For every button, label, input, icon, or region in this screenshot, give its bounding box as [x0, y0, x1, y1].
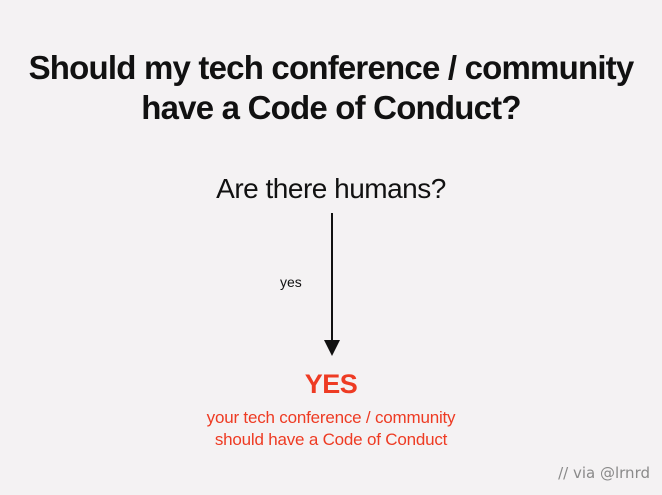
title-line-1: Should my tech conference / community: [28, 49, 635, 86]
answer-node: YES: [304, 369, 358, 399]
explanation-line-2: should have a Code of Conduct: [214, 430, 448, 449]
page-title: Should my tech conference / community ha…: [0, 48, 662, 128]
question-node: Are there humans?: [216, 173, 446, 204]
explanation-line-1: your tech conference / community: [206, 408, 456, 427]
credit-text: // via @lrnrd: [558, 464, 650, 482]
edge-label-yes: yes: [280, 274, 302, 290]
down-arrow-icon: [324, 213, 340, 356]
answer-explanation: your tech conference / community should …: [0, 407, 662, 451]
arrow-head: [324, 340, 340, 356]
title-line-2: have a Code of Conduct?: [141, 89, 521, 126]
